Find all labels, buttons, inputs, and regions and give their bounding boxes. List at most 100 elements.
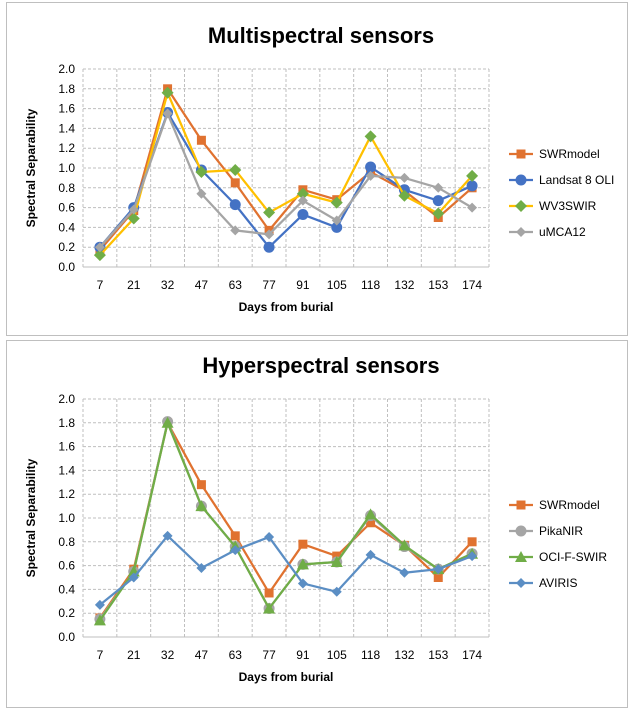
x-tick-label: 21 bbox=[127, 278, 141, 292]
data-point bbox=[128, 204, 139, 215]
data-point bbox=[264, 532, 275, 543]
x-tick-label: 47 bbox=[195, 278, 209, 292]
legend-item: PikaNIR bbox=[509, 524, 583, 538]
legend-marker bbox=[515, 174, 527, 186]
y-tick-label: 1.0 bbox=[58, 161, 75, 175]
data-point bbox=[263, 206, 276, 219]
legend-item: WV3SWIR bbox=[509, 199, 597, 213]
series-line bbox=[99, 87, 473, 251]
x-tick-label: 77 bbox=[262, 278, 276, 292]
legend-label: SWRmodel bbox=[539, 147, 600, 161]
data-point bbox=[297, 209, 309, 221]
legend-label: Landsat 8 OLI bbox=[539, 173, 614, 187]
data-point bbox=[230, 225, 241, 236]
data-point bbox=[128, 572, 139, 583]
x-tick-label: 77 bbox=[262, 648, 276, 662]
data-point bbox=[399, 172, 410, 183]
series-aviris bbox=[94, 530, 478, 610]
data-point bbox=[161, 86, 174, 99]
gridlines bbox=[82, 398, 490, 638]
legend-item: AVIRIS bbox=[509, 576, 577, 590]
x-tick-label: 174 bbox=[462, 278, 482, 292]
y-tick-label: 1.4 bbox=[58, 121, 75, 135]
data-point bbox=[229, 199, 241, 211]
data-point bbox=[298, 539, 308, 549]
x-axis-title: Days from burial bbox=[239, 300, 334, 314]
x-tick-label: 118 bbox=[361, 648, 380, 662]
data-point bbox=[365, 170, 376, 181]
y-tick-label: 0.0 bbox=[58, 630, 75, 644]
series-wv3swir bbox=[93, 86, 479, 262]
data-point bbox=[366, 518, 376, 528]
hyperspectral-chart: Hyperspectral sensors 0.0 0.2 0.4 0.6 0.8 1.0 1… bbox=[24, 353, 607, 684]
series-line bbox=[98, 421, 473, 621]
data-point bbox=[196, 135, 206, 145]
data-point bbox=[127, 212, 140, 225]
data-point bbox=[398, 539, 411, 551]
x-tick-label: 47 bbox=[195, 648, 209, 662]
x-tick-label: 105 bbox=[327, 278, 347, 292]
data-point bbox=[365, 549, 376, 560]
data-point bbox=[364, 130, 377, 143]
legend-marker bbox=[515, 200, 527, 212]
x-tick-label: 153 bbox=[428, 648, 448, 662]
x-tick-label: 91 bbox=[296, 648, 310, 662]
data-point bbox=[94, 599, 105, 610]
x-tick-label: 7 bbox=[97, 278, 104, 292]
data-point bbox=[264, 229, 275, 240]
x-tick-label: 91 bbox=[296, 278, 310, 292]
data-point bbox=[196, 188, 207, 199]
y-axis-title: Spectral Separability bbox=[24, 108, 38, 227]
legend-label: AVIRIS bbox=[539, 576, 577, 590]
x-tick-label: 7 bbox=[97, 648, 104, 662]
data-point bbox=[94, 242, 105, 253]
legend: SWRmodel PikaNIR OCI-F-SWIR AVIRIS bbox=[509, 498, 607, 590]
x-tick-label: 132 bbox=[394, 278, 414, 292]
y-tick-label: 1.4 bbox=[58, 463, 75, 477]
data-point bbox=[230, 531, 240, 541]
x-tick-label: 153 bbox=[428, 278, 448, 292]
data-point bbox=[467, 537, 477, 547]
legend-item: SWRmodel bbox=[509, 147, 600, 161]
y-tick-label: 1.6 bbox=[58, 440, 75, 454]
multispectral-chart-panel: Multispectral sensors 0.0 0.2 0.4 0.6 0.8 1.0 1… bbox=[6, 2, 628, 336]
data-point bbox=[331, 215, 342, 226]
data-point bbox=[331, 221, 343, 233]
data-point bbox=[364, 508, 377, 520]
x-axis-title: Days from burial bbox=[239, 670, 334, 684]
series-line bbox=[99, 534, 473, 606]
y-tick-label: 1.8 bbox=[58, 82, 75, 96]
y-tick-label: 1.2 bbox=[58, 487, 75, 501]
data-point bbox=[297, 195, 308, 206]
data-point bbox=[466, 180, 478, 192]
data-point bbox=[93, 614, 106, 626]
data-point bbox=[196, 480, 206, 490]
y-tick-label: 1.8 bbox=[58, 416, 75, 430]
y-tick-label: 0.4 bbox=[58, 582, 75, 596]
y-tick-label: 0.2 bbox=[58, 606, 75, 620]
data-point bbox=[330, 556, 343, 568]
data-point bbox=[466, 169, 479, 182]
legend-label: SWRmodel bbox=[539, 498, 600, 512]
chart-title: Hyperspectral sensors bbox=[202, 353, 439, 378]
data-point bbox=[196, 562, 207, 573]
legend-marker bbox=[516, 227, 526, 237]
data-point bbox=[162, 108, 173, 119]
data-point bbox=[195, 500, 208, 512]
y-tick-label: 1.6 bbox=[58, 102, 75, 116]
data-point bbox=[433, 564, 444, 575]
data-point bbox=[331, 586, 342, 597]
legend-item: SWRmodel bbox=[509, 498, 600, 512]
x-tick-label: 118 bbox=[361, 278, 380, 292]
data-point bbox=[264, 588, 274, 598]
y-tick-label: 2.0 bbox=[58, 392, 75, 406]
legend-marker bbox=[516, 149, 526, 159]
y-tick-label: 0.8 bbox=[58, 535, 75, 549]
legend-label: OCI-F-SWIR bbox=[539, 550, 607, 564]
x-tick-label: 32 bbox=[161, 648, 175, 662]
data-point bbox=[432, 195, 444, 207]
series-umca12 bbox=[94, 108, 478, 253]
series-line bbox=[99, 112, 473, 248]
data-point bbox=[467, 202, 478, 213]
data-point bbox=[93, 249, 106, 262]
